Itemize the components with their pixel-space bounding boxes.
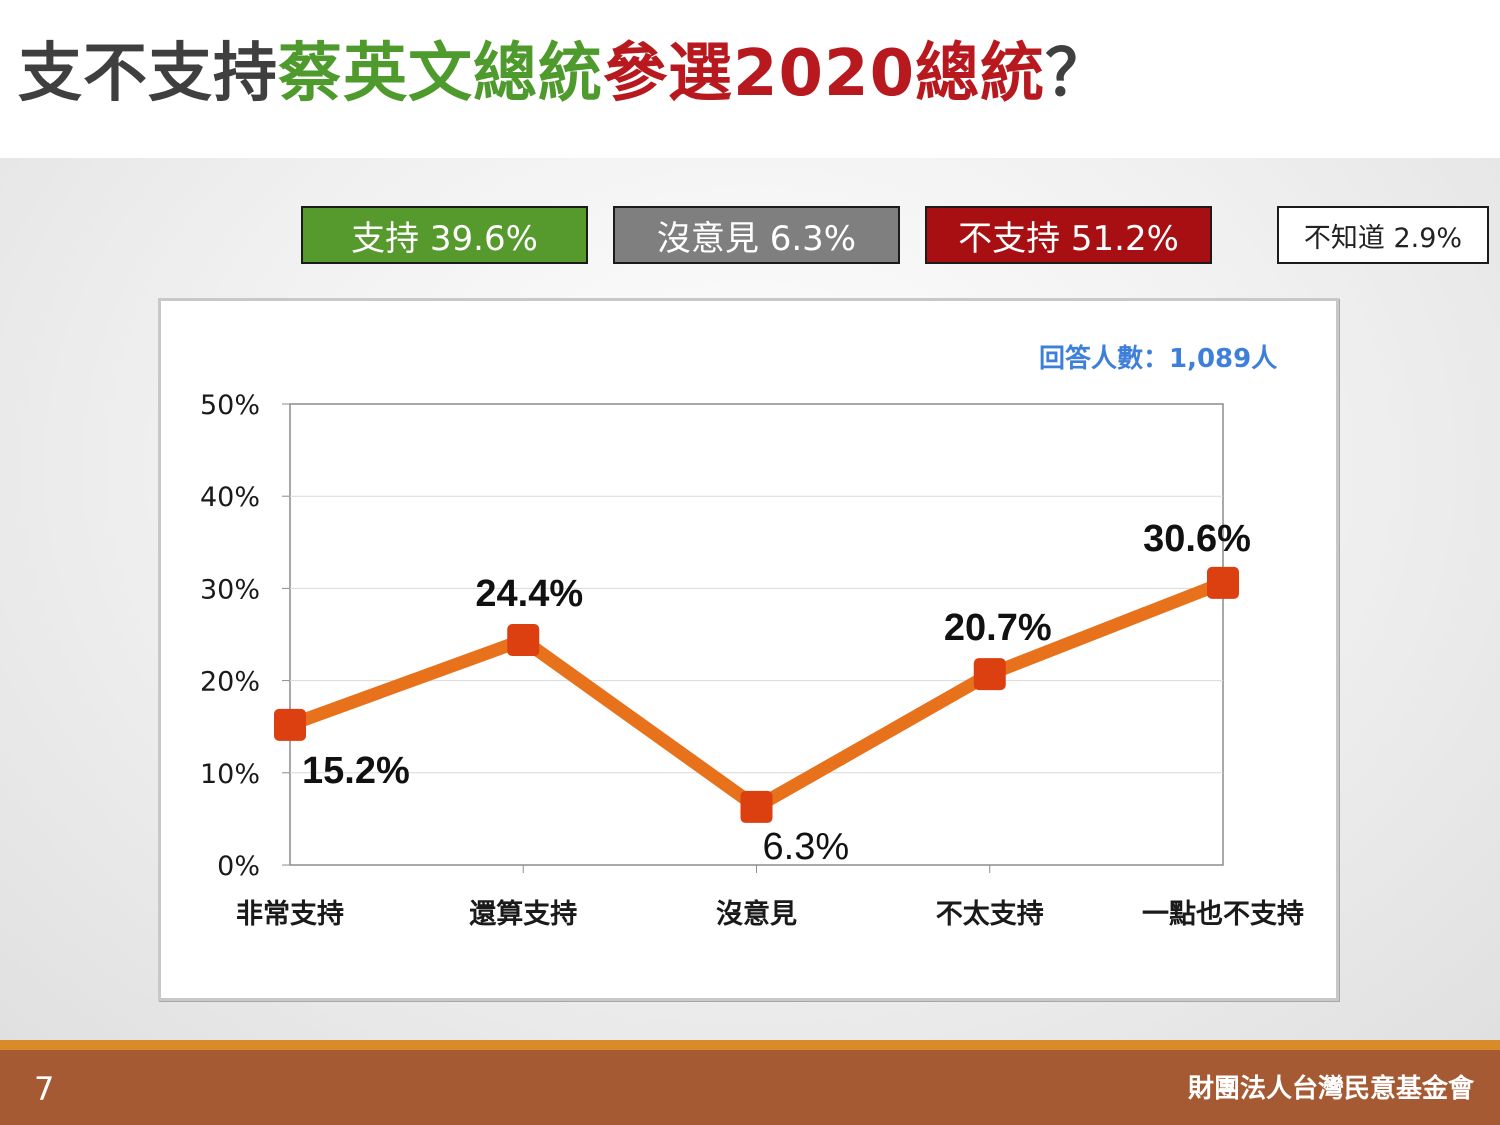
y-tick-label: 40% bbox=[200, 482, 260, 513]
data-point-marker bbox=[973, 658, 1006, 691]
data-label: 6.3% bbox=[763, 826, 850, 868]
x-tick-label: 一點也不支持 bbox=[1142, 899, 1304, 930]
title-band: 支不支持蔡英文總統參選2020總統？ bbox=[0, 0, 1500, 158]
data-label: 15.2% bbox=[302, 750, 410, 792]
data-point-marker bbox=[274, 708, 306, 741]
x-tick-label: 還算支持 bbox=[469, 898, 577, 930]
summary-support-box: 支持 39.6% bbox=[301, 206, 588, 264]
x-tick-label: 沒意見 bbox=[716, 898, 797, 930]
page-number: 7 bbox=[34, 1070, 55, 1108]
x-tick-label: 不太支持 bbox=[936, 899, 1044, 930]
summary-oppose-box: 不支持 51.2% bbox=[925, 206, 1212, 264]
data-point-marker bbox=[740, 790, 773, 823]
footer-bar bbox=[0, 1050, 1500, 1125]
page-title: 支不支持蔡英文總統參選2020總統？ bbox=[18, 42, 1110, 106]
data-label: 24.4% bbox=[475, 573, 583, 615]
y-tick-label: 20% bbox=[200, 667, 260, 698]
summary-no-opinion-box: 沒意見 6.3% bbox=[613, 206, 900, 264]
data-label: 20.7% bbox=[944, 607, 1052, 649]
x-tick-label: 非常支持 bbox=[236, 899, 344, 930]
data-point-marker bbox=[1207, 566, 1239, 599]
y-tick-label: 50% bbox=[200, 390, 260, 421]
data-label: 30.6% bbox=[1143, 518, 1251, 560]
data-point-marker bbox=[507, 624, 540, 657]
y-tick-label: 10% bbox=[200, 759, 260, 790]
organization-name: 財團法人台灣民意基金會 bbox=[1187, 1074, 1474, 1104]
respondents-count: 回答人數：1,089人 bbox=[1039, 344, 1278, 374]
title-part-subject: 蔡英文總統 bbox=[278, 37, 603, 111]
title-part-mark: ？ bbox=[1045, 37, 1111, 111]
title-part-question: 支不支持 bbox=[18, 37, 278, 111]
plot-area bbox=[289, 403, 1224, 866]
footer-accent-line bbox=[0, 1040, 1500, 1050]
y-tick-label: 0% bbox=[217, 851, 260, 882]
title-part-topic: 參選2020總統 bbox=[603, 37, 1046, 111]
summary-unknown-box: 不知道 2.9% bbox=[1277, 206, 1489, 264]
y-tick-label: 30% bbox=[200, 574, 260, 605]
